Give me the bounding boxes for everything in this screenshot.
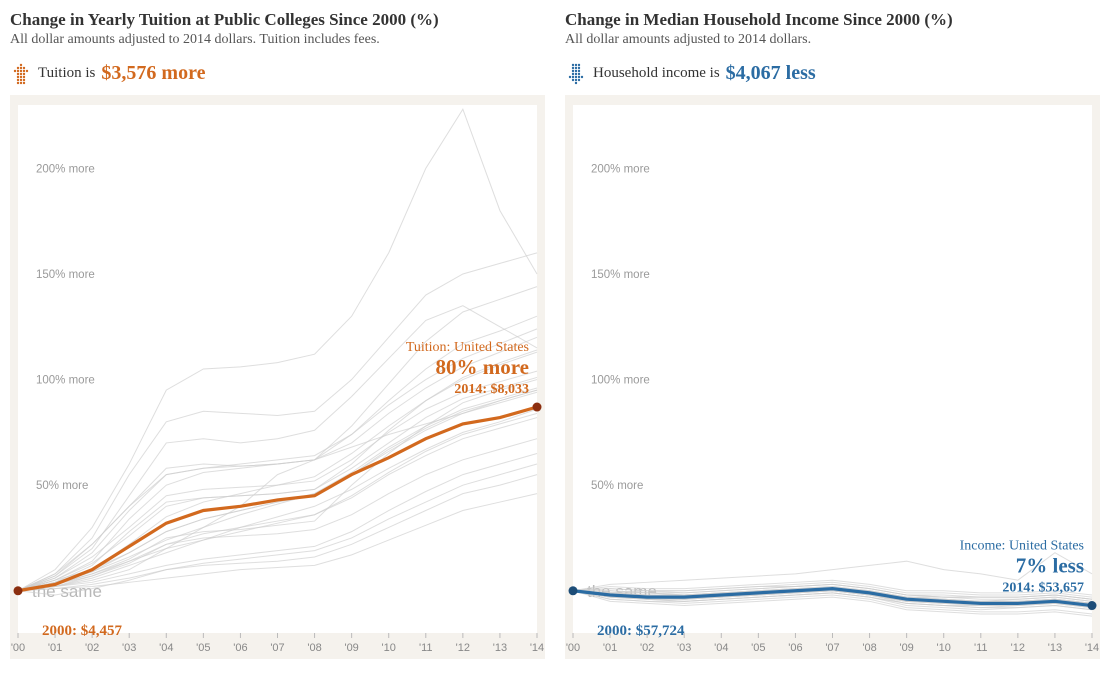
left-subtitle: All dollar amounts adjusted to 2014 doll… bbox=[10, 32, 545, 48]
x-tick-label: '04 bbox=[714, 642, 728, 654]
x-tick-label: '05 bbox=[751, 642, 765, 654]
left-summary-label: Tuition is bbox=[38, 65, 95, 82]
callout-big: 80% more bbox=[435, 355, 529, 379]
x-tick-label: '07 bbox=[270, 642, 284, 654]
callout-big: 7% less bbox=[1016, 554, 1084, 578]
left-summary: Tuition is $3,576 more bbox=[10, 62, 545, 85]
x-tick-label: '02 bbox=[640, 642, 654, 654]
left-summary-value: $3,576 more bbox=[101, 62, 205, 85]
y-tick-label: 150% more bbox=[36, 269, 95, 281]
y-tick-label: 100% more bbox=[591, 375, 650, 387]
x-tick-label: '03 bbox=[677, 642, 691, 654]
x-tick-label: '06 bbox=[233, 642, 247, 654]
right-chart-svg: the same50% more100% more150% more200% m… bbox=[565, 99, 1100, 659]
x-tick-label: '11 bbox=[974, 642, 988, 654]
right-subtitle: All dollar amounts adjusted to 2014 doll… bbox=[565, 32, 1100, 48]
left-title: Change in Yearly Tuition at Public Colle… bbox=[10, 10, 545, 30]
callout-year: 2014: $8,033 bbox=[454, 382, 529, 397]
x-tick-label: '07 bbox=[825, 642, 839, 654]
callout-label: Tuition: United States bbox=[406, 340, 529, 355]
x-tick-label: '11 bbox=[419, 642, 433, 654]
right-chart: the same50% more100% more150% more200% m… bbox=[565, 95, 1100, 659]
chart-container: Change in Yearly Tuition at Public Colle… bbox=[10, 10, 1100, 659]
y-tick-label: 200% more bbox=[36, 163, 95, 175]
start-label: 2000: $4,457 bbox=[42, 623, 122, 639]
x-tick-label: '00 bbox=[566, 642, 580, 654]
start-dot bbox=[569, 586, 578, 595]
x-tick-label: '02 bbox=[85, 642, 99, 654]
x-tick-label: '05 bbox=[196, 642, 210, 654]
x-tick-label: '04 bbox=[159, 642, 173, 654]
y-tick-label: 200% more bbox=[591, 163, 650, 175]
x-tick-label: '03 bbox=[122, 642, 136, 654]
right-summary-value: $4,067 less bbox=[726, 62, 816, 85]
x-tick-label: '13 bbox=[1048, 642, 1062, 654]
x-tick-label: '01 bbox=[603, 642, 617, 654]
x-tick-label: '12 bbox=[1011, 642, 1025, 654]
y-tick-label: 150% more bbox=[591, 269, 650, 281]
right-title: Change in Median Household Income Since … bbox=[565, 10, 1100, 30]
x-tick-label: '14 bbox=[530, 642, 544, 654]
end-dot bbox=[533, 403, 542, 412]
callout-label: Income: United States bbox=[960, 539, 1084, 554]
arrow-down-icon bbox=[565, 63, 587, 85]
x-tick-label: '08 bbox=[307, 642, 321, 654]
y-tick-label: 50% more bbox=[591, 480, 643, 492]
x-tick-label: '10 bbox=[937, 642, 951, 654]
x-tick-label: '09 bbox=[899, 642, 913, 654]
right-summary-label: Household income is bbox=[593, 65, 720, 82]
end-dot bbox=[1088, 601, 1097, 610]
left-chart: the same50% more100% more150% more200% m… bbox=[10, 95, 545, 659]
x-tick-label: '14 bbox=[1085, 642, 1099, 654]
x-tick-label: '12 bbox=[456, 642, 470, 654]
x-tick-label: '06 bbox=[788, 642, 802, 654]
x-tick-label: '01 bbox=[48, 642, 62, 654]
x-tick-label: '10 bbox=[382, 642, 396, 654]
x-tick-label: '00 bbox=[11, 642, 25, 654]
right-panel: Change in Median Household Income Since … bbox=[565, 10, 1100, 659]
y-tick-label: 50% more bbox=[36, 480, 88, 492]
callout-year: 2014: $53,657 bbox=[1002, 581, 1084, 596]
x-tick-label: '13 bbox=[493, 642, 507, 654]
right-summary: Household income is $4,067 less bbox=[565, 62, 1100, 85]
arrow-up-icon bbox=[10, 63, 32, 85]
left-panel: Change in Yearly Tuition at Public Colle… bbox=[10, 10, 545, 659]
start-dot bbox=[14, 586, 23, 595]
x-tick-label: '08 bbox=[862, 642, 876, 654]
x-tick-label: '09 bbox=[344, 642, 358, 654]
left-chart-svg: the same50% more100% more150% more200% m… bbox=[10, 99, 545, 659]
y-tick-label: 100% more bbox=[36, 375, 95, 387]
